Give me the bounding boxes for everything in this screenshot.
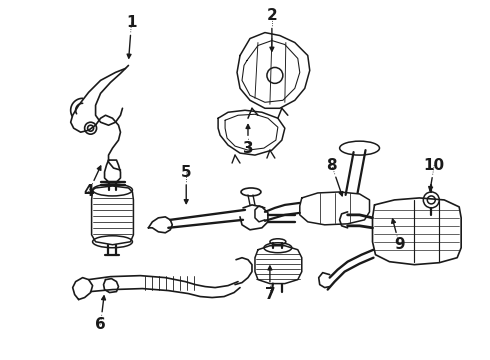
Text: 2: 2 bbox=[267, 8, 277, 23]
Text: 6: 6 bbox=[95, 317, 106, 332]
Text: 7: 7 bbox=[265, 287, 275, 302]
Text: 8: 8 bbox=[326, 158, 337, 172]
Text: 9: 9 bbox=[394, 237, 405, 252]
Text: 4: 4 bbox=[83, 184, 94, 199]
Text: 10: 10 bbox=[424, 158, 445, 172]
Text: 5: 5 bbox=[181, 165, 192, 180]
Text: 1: 1 bbox=[126, 15, 137, 30]
Text: 3: 3 bbox=[243, 141, 253, 156]
